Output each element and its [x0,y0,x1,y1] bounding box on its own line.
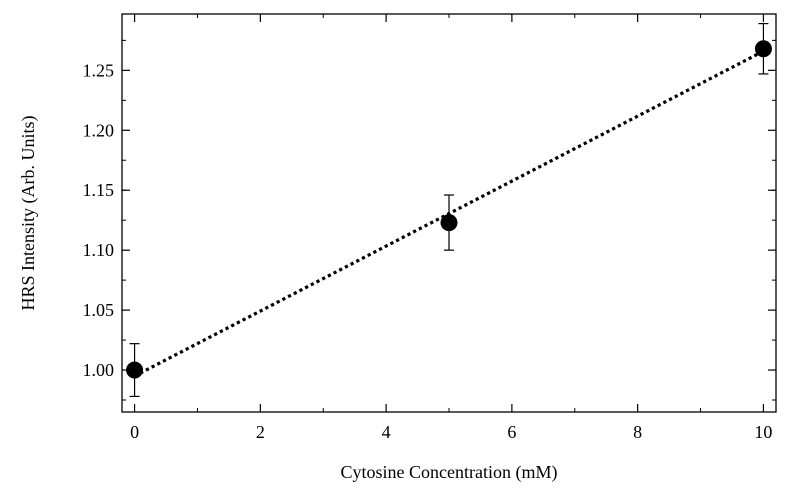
x-axis-ticks: 0 2 4 6 8 10 [130,14,772,442]
y-axis-ticks: 1.00 1.05 1.10 1.15 1.20 1.25 [83,39,776,401]
y-tick-label: 1.05 [83,300,115,320]
x-axis-label: Cytosine Concentration (mM) [341,462,558,483]
y-tick-label: 1.20 [83,120,115,140]
data-point [440,214,458,232]
data-point [126,361,144,379]
x-tick-label: 2 [256,422,265,442]
data-point [754,40,772,58]
x-tick-label: 10 [754,422,772,442]
x-tick-label: 4 [382,422,391,442]
y-axis-label: HRS Intensity (Arb. Units) [18,116,39,311]
y-tick-label: 1.15 [83,180,115,200]
error-bars [129,22,769,398]
x-tick-label: 6 [507,422,516,442]
y-tick-label: 1.25 [83,60,115,80]
x-tick-label: 8 [633,422,642,442]
y-tick-label: 1.00 [83,360,115,380]
x-tick-label: 0 [130,422,139,442]
y-tick-label: 1.10 [83,240,115,260]
data-points [126,40,772,379]
